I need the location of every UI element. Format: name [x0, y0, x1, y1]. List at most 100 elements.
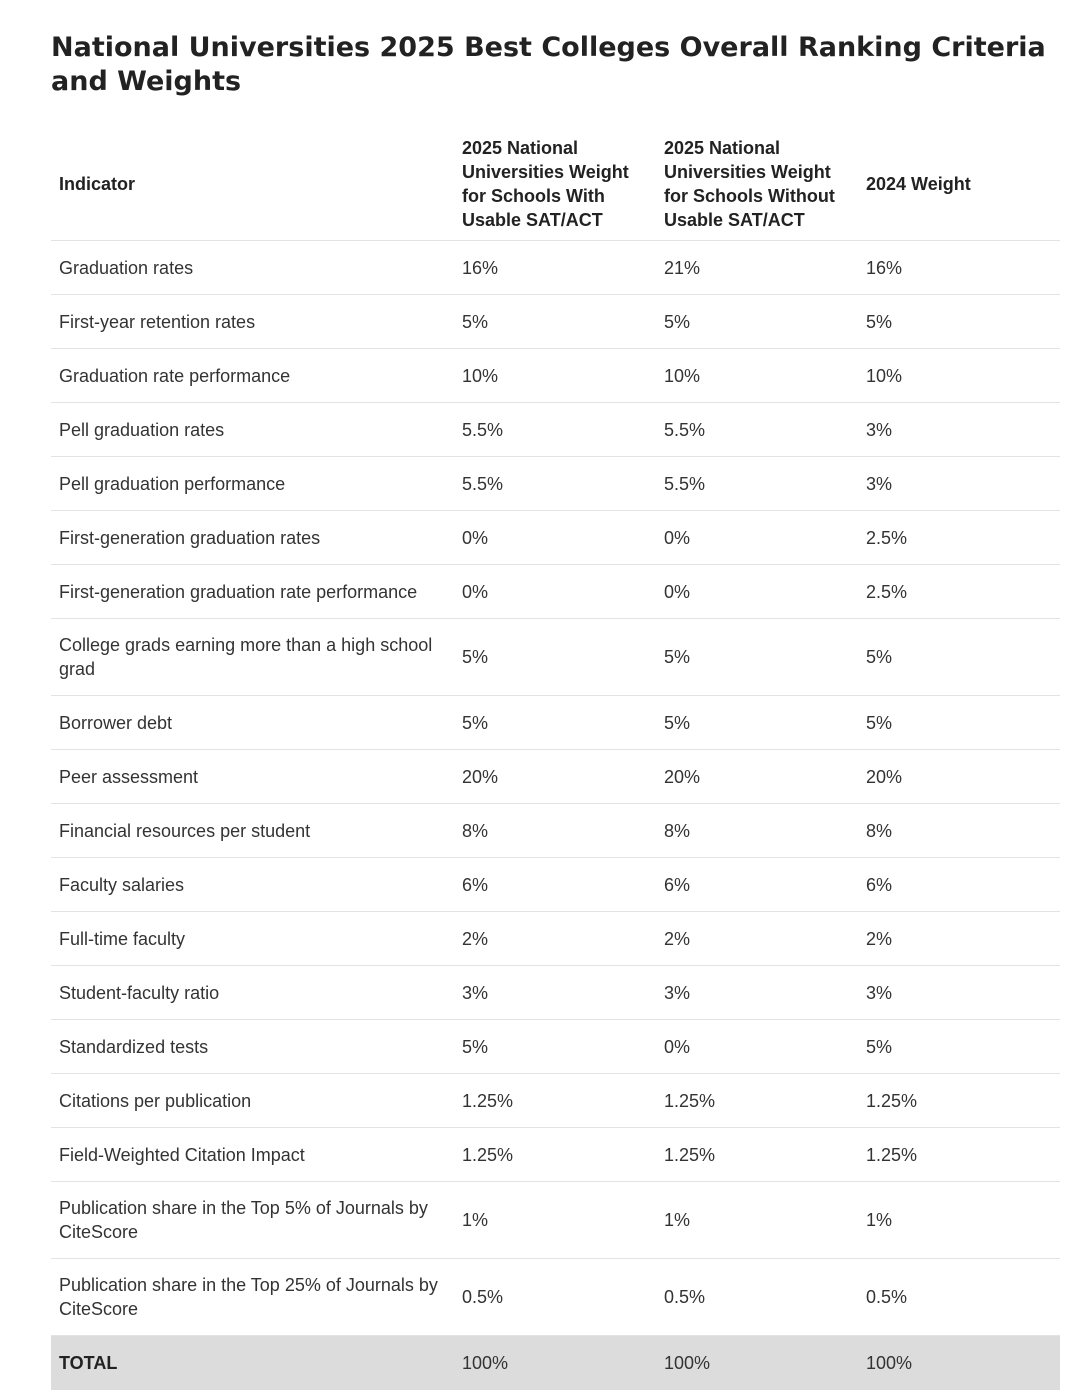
total-2024-cell: 100%: [858, 1335, 1060, 1390]
indicator-cell: Financial resources per student: [51, 803, 454, 858]
weight-2025-with-cell: 5%: [454, 294, 656, 349]
table-row: Full-time faculty 2% 2% 2%: [51, 911, 1060, 966]
weight-2025-without-cell: 2%: [656, 911, 858, 966]
indicator-cell: Borrower debt: [51, 695, 454, 750]
weight-2025-without-cell: 1.25%: [656, 1127, 858, 1182]
table-row: First-year retention rates 5% 5% 5%: [51, 294, 1060, 349]
weight-2025-with-cell: 1.25%: [454, 1073, 656, 1128]
table-row: Financial resources per student 8% 8% 8%: [51, 803, 1060, 858]
weight-2024-cell: 10%: [858, 348, 1060, 403]
header-indicator: Indicator: [51, 127, 454, 241]
indicator-cell: Graduation rate performance: [51, 348, 454, 403]
weight-2025-without-cell: 10%: [656, 348, 858, 403]
weight-2024-cell: 0.5%: [858, 1258, 1060, 1336]
weight-2025-without-cell: 0%: [656, 510, 858, 565]
ranking-criteria-table: Indicator 2025 National Universities Wei…: [51, 127, 1060, 1390]
indicator-cell: Student-faculty ratio: [51, 965, 454, 1020]
weight-2025-with-cell: 3%: [454, 965, 656, 1020]
weight-2025-with-cell: 6%: [454, 857, 656, 912]
weight-2025-with-cell: 8%: [454, 803, 656, 858]
table-row: Citations per publication 1.25% 1.25% 1.…: [51, 1073, 1060, 1128]
page-title: National Universities 2025 Best Colleges…: [51, 32, 1046, 97]
weight-2025-with-cell: 16%: [454, 240, 656, 295]
weight-2025-with-cell: 10%: [454, 348, 656, 403]
table-row: Publication share in the Top 25% of Jour…: [51, 1258, 1060, 1336]
indicator-cell: Pell graduation rates: [51, 402, 454, 457]
weight-2025-without-cell: 3%: [656, 965, 858, 1020]
weight-2025-with-cell: 1%: [454, 1181, 656, 1259]
table-row: Pell graduation rates 5.5% 5.5% 3%: [51, 402, 1060, 457]
weight-2025-with-cell: 5.5%: [454, 456, 656, 511]
weight-2025-without-cell: 1%: [656, 1181, 858, 1259]
table-row: Pell graduation performance 5.5% 5.5% 3%: [51, 456, 1060, 511]
header-2025-with-sat-act: 2025 National Universities Weight for Sc…: [454, 127, 656, 241]
indicator-cell: Field-Weighted Citation Impact: [51, 1127, 454, 1182]
weight-2024-cell: 2.5%: [858, 510, 1060, 565]
table-row: Borrower debt 5% 5% 5%: [51, 695, 1060, 750]
table-row: Graduation rate performance 10% 10% 10%: [51, 348, 1060, 403]
indicator-cell: Citations per publication: [51, 1073, 454, 1128]
weight-2025-without-cell: 0.5%: [656, 1258, 858, 1336]
total-2025-with-cell: 100%: [454, 1335, 656, 1390]
indicator-cell: Publication share in the Top 5% of Journ…: [51, 1181, 454, 1259]
page: National Universities 2025 Best Colleges…: [51, 0, 1060, 1390]
table-row: Student-faculty ratio 3% 3% 3%: [51, 965, 1060, 1020]
indicator-cell: Publication share in the Top 25% of Jour…: [51, 1258, 454, 1336]
table-row: First-generation graduation rates 0% 0% …: [51, 510, 1060, 565]
weight-2024-cell: 8%: [858, 803, 1060, 858]
weight-2025-without-cell: 5%: [656, 618, 858, 696]
weight-2025-without-cell: 21%: [656, 240, 858, 295]
weight-2024-cell: 3%: [858, 965, 1060, 1020]
weight-2025-without-cell: 5%: [656, 695, 858, 750]
weight-2024-cell: 2%: [858, 911, 1060, 966]
weight-2025-without-cell: 20%: [656, 749, 858, 804]
header-2024-weight: 2024 Weight: [858, 127, 1060, 241]
indicator-cell: Standardized tests: [51, 1019, 454, 1074]
weight-2025-without-cell: 6%: [656, 857, 858, 912]
weight-2025-without-cell: 0%: [656, 564, 858, 619]
table-row: Field-Weighted Citation Impact 1.25% 1.2…: [51, 1127, 1060, 1182]
weight-2025-without-cell: 5.5%: [656, 402, 858, 457]
indicator-cell: First-generation graduation rates: [51, 510, 454, 565]
weight-2024-cell: 6%: [858, 857, 1060, 912]
indicator-cell: Faculty salaries: [51, 857, 454, 912]
table-row: Graduation rates 16% 21% 16%: [51, 240, 1060, 295]
weight-2025-without-cell: 8%: [656, 803, 858, 858]
weight-2024-cell: 5%: [858, 294, 1060, 349]
weight-2024-cell: 1%: [858, 1181, 1060, 1259]
table-row: College grads earning more than a high s…: [51, 618, 1060, 696]
total-row: TOTAL 100% 100% 100%: [51, 1335, 1060, 1390]
weight-2024-cell: 2.5%: [858, 564, 1060, 619]
weight-2025-without-cell: 0%: [656, 1019, 858, 1074]
indicator-cell: First-year retention rates: [51, 294, 454, 349]
table-row: Publication share in the Top 5% of Journ…: [51, 1181, 1060, 1259]
table-row: Peer assessment 20% 20% 20%: [51, 749, 1060, 804]
weight-2025-with-cell: 0%: [454, 510, 656, 565]
indicator-cell: Graduation rates: [51, 240, 454, 295]
weight-2025-with-cell: 5%: [454, 1019, 656, 1074]
weight-2025-with-cell: 5.5%: [454, 402, 656, 457]
weight-2024-cell: 3%: [858, 402, 1060, 457]
weight-2025-without-cell: 5%: [656, 294, 858, 349]
weight-2025-with-cell: 0.5%: [454, 1258, 656, 1336]
weight-2024-cell: 5%: [858, 618, 1060, 696]
weight-2025-without-cell: 1.25%: [656, 1073, 858, 1128]
table-row: Standardized tests 5% 0% 5%: [51, 1019, 1060, 1074]
weight-2024-cell: 20%: [858, 749, 1060, 804]
indicator-cell: First-generation graduation rate perform…: [51, 564, 454, 619]
weight-2024-cell: 5%: [858, 1019, 1060, 1074]
indicator-cell: College grads earning more than a high s…: [51, 618, 454, 696]
total-label: TOTAL: [51, 1335, 454, 1390]
weight-2024-cell: 1.25%: [858, 1073, 1060, 1128]
total-2025-without-cell: 100%: [656, 1335, 858, 1390]
weight-2024-cell: 3%: [858, 456, 1060, 511]
weight-2024-cell: 5%: [858, 695, 1060, 750]
indicator-cell: Full-time faculty: [51, 911, 454, 966]
weight-2024-cell: 1.25%: [858, 1127, 1060, 1182]
weight-2025-with-cell: 1.25%: [454, 1127, 656, 1182]
weight-2025-without-cell: 5.5%: [656, 456, 858, 511]
weight-2025-with-cell: 5%: [454, 695, 656, 750]
weight-2025-with-cell: 5%: [454, 618, 656, 696]
weight-2025-with-cell: 2%: [454, 911, 656, 966]
table-row: First-generation graduation rate perform…: [51, 564, 1060, 619]
